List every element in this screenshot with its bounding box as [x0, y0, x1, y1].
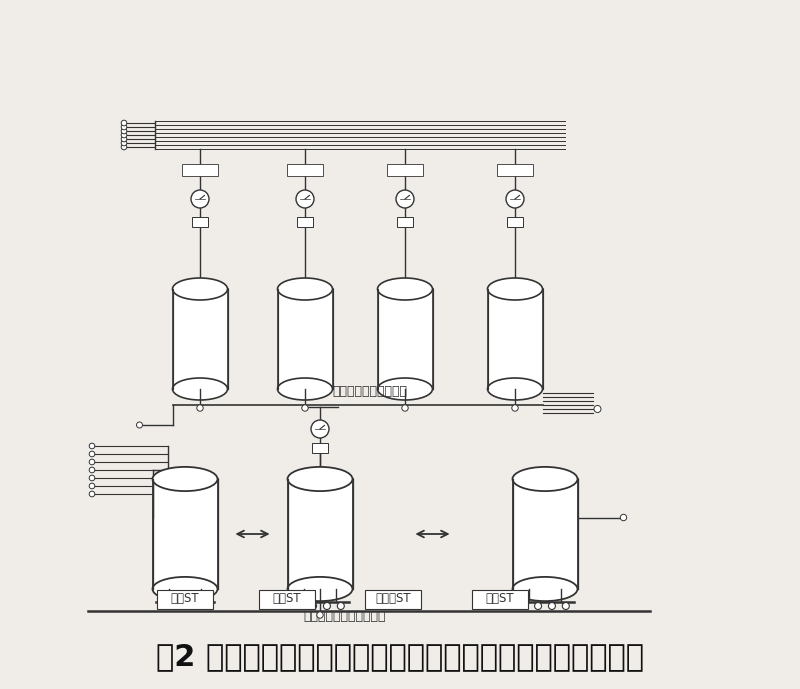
- Circle shape: [122, 124, 127, 130]
- Ellipse shape: [513, 467, 578, 491]
- Text: 洗浄ST: 洗浄ST: [486, 593, 514, 606]
- Circle shape: [174, 602, 182, 610]
- Circle shape: [90, 475, 95, 481]
- Circle shape: [521, 602, 528, 610]
- Bar: [157, 590, 213, 608]
- Bar: [153, 479, 218, 589]
- Circle shape: [594, 406, 601, 413]
- Circle shape: [90, 483, 95, 489]
- Circle shape: [317, 612, 323, 618]
- Circle shape: [302, 405, 308, 411]
- Text: 調合ST: 調合ST: [170, 593, 199, 606]
- Ellipse shape: [378, 278, 433, 300]
- Ellipse shape: [487, 278, 542, 300]
- Circle shape: [296, 190, 314, 208]
- Circle shape: [90, 451, 95, 457]
- Circle shape: [122, 132, 127, 138]
- Circle shape: [122, 144, 127, 150]
- Circle shape: [323, 602, 330, 610]
- Circle shape: [161, 602, 168, 610]
- Ellipse shape: [278, 278, 333, 300]
- Circle shape: [90, 443, 95, 449]
- Bar: [278, 289, 333, 389]
- Ellipse shape: [378, 378, 433, 400]
- Bar: [507, 217, 523, 227]
- Bar: [487, 289, 542, 389]
- Circle shape: [202, 602, 210, 610]
- Ellipse shape: [513, 577, 578, 601]
- Circle shape: [197, 405, 203, 411]
- Circle shape: [137, 422, 142, 428]
- Bar: [192, 217, 208, 227]
- Text: 反応ST: 反応ST: [273, 593, 302, 606]
- Bar: [365, 590, 421, 608]
- Ellipse shape: [173, 278, 227, 300]
- Bar: [287, 164, 323, 176]
- Text: 従来型バッチプロセス: 従来型バッチプロセス: [333, 384, 407, 398]
- Ellipse shape: [287, 577, 353, 601]
- Bar: [497, 164, 533, 176]
- Ellipse shape: [153, 467, 218, 491]
- Circle shape: [549, 602, 555, 610]
- Circle shape: [396, 190, 414, 208]
- Circle shape: [122, 120, 127, 126]
- Bar: [182, 164, 218, 176]
- Ellipse shape: [487, 378, 542, 400]
- Circle shape: [534, 602, 542, 610]
- Bar: [513, 479, 578, 589]
- Bar: [173, 289, 227, 389]
- Bar: [397, 217, 413, 227]
- Ellipse shape: [153, 577, 218, 601]
- Ellipse shape: [287, 467, 353, 491]
- Bar: [378, 289, 433, 389]
- Bar: [259, 590, 315, 608]
- Circle shape: [189, 602, 195, 610]
- Circle shape: [562, 602, 570, 610]
- Circle shape: [512, 405, 518, 411]
- Circle shape: [191, 190, 209, 208]
- Bar: [312, 443, 328, 453]
- Bar: [472, 590, 528, 608]
- Circle shape: [402, 405, 408, 411]
- Bar: [297, 217, 313, 227]
- Text: 払出しST: 払出しST: [375, 593, 411, 606]
- Circle shape: [90, 459, 95, 465]
- Circle shape: [90, 467, 95, 473]
- Ellipse shape: [278, 378, 333, 400]
- Text: 移動槽式バッチプロセス: 移動槽式バッチプロセス: [304, 610, 386, 624]
- Circle shape: [122, 128, 127, 134]
- Bar: [387, 164, 423, 176]
- Circle shape: [122, 140, 127, 146]
- Circle shape: [296, 602, 302, 610]
- Bar: [287, 479, 353, 589]
- Circle shape: [620, 514, 626, 521]
- Circle shape: [90, 491, 95, 497]
- Text: 図2 従来（上図）および新バッチ（下図）プロセスの一例: 図2 従来（上図）および新バッチ（下図）プロセスの一例: [156, 643, 644, 672]
- Circle shape: [311, 420, 329, 438]
- Circle shape: [506, 190, 524, 208]
- Circle shape: [338, 602, 344, 610]
- Ellipse shape: [173, 378, 227, 400]
- Circle shape: [122, 136, 127, 142]
- Circle shape: [310, 602, 317, 610]
